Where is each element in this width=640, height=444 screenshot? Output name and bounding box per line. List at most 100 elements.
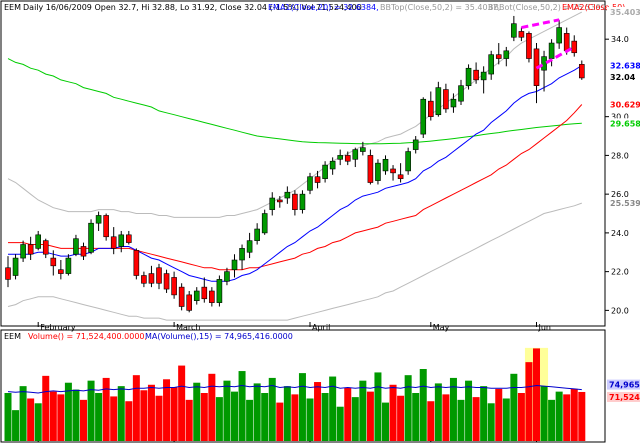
candle — [148, 265, 155, 288]
volume-bar — [336, 406, 344, 441]
y-tick-label: 26.0 — [611, 190, 629, 199]
candle — [133, 248, 140, 280]
candle-body-up — [488, 54, 495, 75]
candle-body-down — [103, 215, 109, 238]
candle-body-up — [254, 228, 260, 241]
volume-bar — [72, 389, 80, 441]
candle — [556, 19, 562, 49]
y-tick-label: 30.0 — [611, 113, 629, 122]
candle-body-up — [352, 149, 359, 160]
candle-body-up — [465, 67, 472, 86]
value-badge-bbbot: 25.5399 — [610, 199, 640, 208]
candle-body-down — [201, 286, 208, 300]
candle-body-up — [382, 158, 389, 172]
y-tick-label: 20.0 — [611, 306, 629, 315]
volume-bar — [306, 398, 314, 441]
candle — [435, 81, 442, 117]
candle-body-up — [375, 162, 381, 181]
bollinger-bottom-line — [7, 202, 582, 321]
candle-body-up — [231, 259, 238, 270]
candle-body-down — [126, 234, 132, 243]
volume-bar — [261, 393, 269, 441]
volume-bar — [110, 396, 118, 441]
candle-body-up — [511, 23, 517, 38]
candle-body-down — [563, 33, 570, 52]
candle — [110, 227, 117, 255]
y-tick-label: 22.0 — [611, 268, 629, 277]
candle — [88, 219, 94, 255]
candle-body-up — [12, 257, 19, 276]
candle — [224, 267, 230, 286]
volume-bar — [480, 386, 488, 441]
price-plot-frame — [0, 0, 606, 327]
candle-body-up — [450, 98, 457, 108]
candle — [299, 190, 306, 214]
volume-badge-bg — [607, 391, 640, 402]
volume-bar — [140, 390, 148, 441]
volume-label: Volume() = 71,524,400.0000, — [28, 332, 147, 341]
volume-bar — [223, 380, 231, 441]
volume-bar — [457, 399, 465, 441]
volume-bar — [351, 397, 359, 441]
candle — [412, 136, 419, 154]
candle-body-up — [246, 240, 253, 253]
bbtop-label: BBTop(Close,50,2) = 35.4037, — [380, 3, 500, 12]
value-badge-bg — [607, 198, 640, 209]
x-tick-label: March — [176, 323, 200, 332]
price-y-axis: 20.0 22.0 24.0 26.0 28.0 30.0 34.0 — [605, 35, 629, 315]
x-tick-label: May — [433, 323, 450, 332]
volume-bar — [427, 401, 435, 441]
candle-body-up — [20, 244, 26, 259]
header-symbol: EEM — [4, 3, 21, 12]
candle-body-up — [73, 238, 79, 255]
value-badge-bg — [607, 118, 640, 129]
candle-body-up — [118, 234, 125, 247]
candle — [171, 271, 177, 299]
volume-value-badge: 74,965,41 — [609, 381, 640, 390]
volume-bar — [314, 382, 322, 441]
volume-bar — [495, 388, 503, 441]
candle — [405, 147, 411, 175]
volume-bar — [117, 386, 125, 441]
volume-bar — [147, 384, 155, 441]
volume-bar — [555, 391, 563, 441]
volume-symbol: EEM — [4, 332, 21, 341]
volume-bar — [442, 394, 450, 441]
volume-bar — [95, 393, 103, 441]
volume-bar — [200, 393, 208, 441]
volume-bar — [540, 386, 548, 441]
candle — [80, 242, 87, 261]
candle — [360, 141, 366, 156]
value-badge-bg — [607, 60, 640, 71]
volume-bar — [80, 399, 87, 441]
y-tick-label: 24.0 — [611, 229, 629, 238]
volume-bar — [163, 379, 171, 441]
candle — [231, 254, 238, 278]
candle-body-down — [148, 273, 155, 284]
candle — [216, 275, 223, 307]
candle — [118, 230, 125, 253]
candle-body-down — [171, 277, 177, 296]
value-badge-ema50: 30.6294 — [610, 100, 640, 109]
candle — [156, 263, 162, 290]
volume-bar — [487, 403, 495, 441]
volume-bar — [404, 375, 412, 441]
candle — [352, 147, 359, 168]
price-panel — [0, 0, 606, 327]
volume-bar — [291, 394, 299, 441]
candle-body-up — [269, 197, 276, 210]
candle — [20, 240, 26, 262]
candle — [254, 223, 260, 245]
candle — [261, 209, 268, 235]
volume-bar — [510, 373, 518, 441]
y-tick-label: 28.0 — [611, 151, 629, 160]
candle — [382, 155, 389, 175]
volume-bar — [170, 387, 178, 441]
candle — [163, 269, 170, 293]
volume-bar — [283, 386, 291, 441]
candle-body-up — [65, 257, 72, 274]
candle — [103, 213, 109, 241]
volume-bar — [517, 393, 525, 441]
candle-body-down — [526, 33, 532, 59]
candle-body-up — [299, 193, 306, 210]
